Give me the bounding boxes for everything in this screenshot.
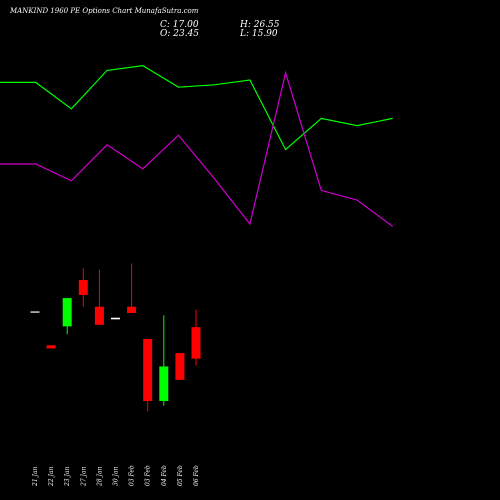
candle-body xyxy=(127,306,137,314)
candle-body xyxy=(46,345,56,349)
x-tick-label: 06 Feb xyxy=(193,465,200,486)
candle-body xyxy=(62,298,72,327)
high-value: H: 26.55 xyxy=(240,20,280,30)
candle-body xyxy=(94,306,104,325)
x-tick-label: 23 Jan xyxy=(64,466,71,487)
open-value: O: 23.45 xyxy=(160,29,200,39)
x-tick-label: 03 Feb xyxy=(129,465,136,486)
candle-body xyxy=(159,366,169,402)
close-value: C: 17.00 xyxy=(160,20,199,30)
low-value: L: 15.90 xyxy=(240,29,278,39)
indicator-line-1 xyxy=(0,64,393,151)
x-tick-label: 27 Jan xyxy=(80,466,87,487)
candle-body xyxy=(191,327,201,359)
candle-body xyxy=(30,311,40,313)
x-tick-label: 30 Jan xyxy=(113,466,120,486)
candle-body xyxy=(78,280,88,295)
x-tick-label: 22 Jan xyxy=(48,466,55,487)
x-tick-label: 03 Feb xyxy=(145,465,152,486)
x-tick-label: 28 Jan xyxy=(96,466,103,487)
candle-body xyxy=(111,317,120,320)
indicator-line-2 xyxy=(0,70,394,227)
x-tick-label: 21 Jan xyxy=(32,466,39,487)
candle-body xyxy=(143,338,153,402)
chart-title: MANKIND 1960 PE Options Chart MunafaSutr… xyxy=(10,7,199,15)
candle-body xyxy=(175,353,185,380)
x-tick-label: 04 Feb xyxy=(161,465,168,486)
x-tick-label: 05 Feb xyxy=(177,465,184,486)
